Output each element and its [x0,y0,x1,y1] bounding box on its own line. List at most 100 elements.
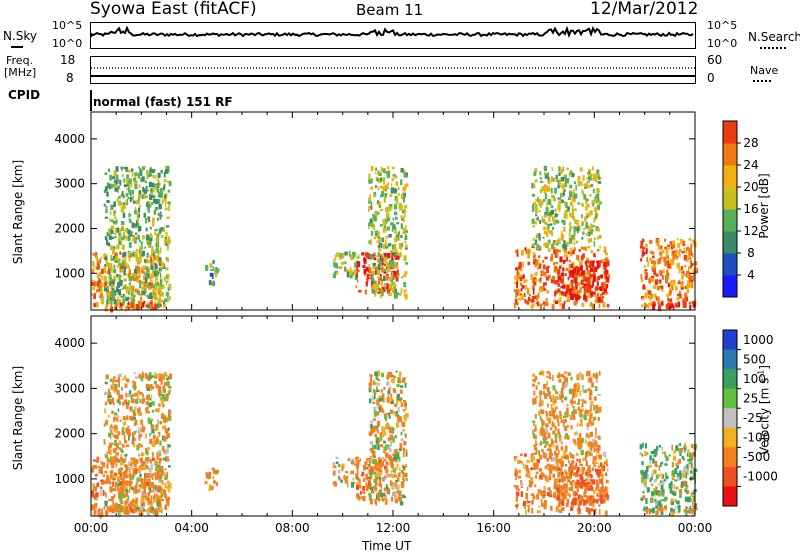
power-echo-cell [569,252,573,257]
velocity-echo-cell [571,484,574,488]
velocity-echo-cell [381,393,385,398]
velocity-echo-cell [554,389,557,392]
velocity-echo-cell [396,463,399,467]
velocity-echo-cell [376,399,380,406]
cpid-text: normal (fast) 151 RF [93,95,233,109]
power-echo-cell [108,274,113,277]
power-echo-cell [163,171,166,178]
power-echo-cell [536,233,540,238]
power-echo-cell [552,219,557,224]
power-echo-cell [682,241,686,245]
velocity-echo-cell [549,395,552,399]
power-echo-cell [521,250,524,256]
power-echo-cell [688,301,691,305]
velocity-echo-cell [161,446,165,452]
velocity-echo-cell [142,452,145,456]
velocity-echo-cell [540,370,544,375]
velocity-echo-cell [538,411,541,416]
velocity-echo-cell [692,489,696,492]
velocity-echo-cell [116,389,120,395]
velocity-echo-cell [674,479,678,482]
power-echo-cell [539,277,542,281]
power-echo-cell [165,275,168,279]
velocity-echo-cell [98,508,101,511]
power-echo-cell [532,251,535,256]
velocity-echo-cell [558,458,562,464]
power-echo-cell [338,255,342,260]
velocity-echo-cell [132,436,135,440]
velocity-echo-cell [146,375,150,381]
power-echo-cell [405,247,408,250]
power-echo-cell [110,255,113,261]
velocity-echo-cell [148,481,152,484]
power-echo-cell [605,257,609,262]
velocity-echo-cell [671,509,676,512]
nsky-tick-bottom: 10^0 [52,37,83,50]
power-echo-cell [673,253,677,258]
velocity-echo-cell [166,486,169,490]
velocity-echo-cell [367,476,370,480]
velocity-echo-cell [370,420,374,423]
velocity-echo-cell [561,507,565,512]
power-echo-cell [119,251,122,255]
velocity-echo-cell [587,507,590,513]
power-echo-cell [393,243,397,249]
power-echo-cell [581,202,584,207]
velocity-echo-cell [385,454,388,458]
power-echo-cell [646,256,648,263]
power-echo-cell [98,271,102,277]
velocity-echo-cell [159,506,162,511]
power-echo-cell [586,180,589,183]
velocity-echo-cell [400,469,404,474]
velocity-echo-cell [523,500,527,506]
power-echo-cell [150,264,154,270]
power-echo-cell [644,269,648,272]
velocity-echo-cell [571,500,574,504]
power-echo-cell [577,181,580,187]
velocity-echo-cell [390,409,394,415]
velocity-echo-cell [679,488,683,494]
power-echo-cell [104,281,108,287]
velocity-ytick-label: 1000 [54,472,85,486]
velocity-echo-cell [587,495,592,500]
power-echo-cell [580,246,584,250]
velocity-echo-cell [653,454,657,457]
power-echo-cell [369,218,372,224]
power-echo-cell [104,264,107,267]
power-echo-cell [595,297,598,303]
velocity-echo-cell [544,387,547,390]
velocity-echo-cell [148,372,152,377]
power-echo-cell [545,211,550,217]
velocity-colorbar-swatch [723,427,737,448]
velocity-echo-cell [392,411,396,415]
power-echo-cell [375,287,378,293]
power-echo-cell [393,203,398,210]
power-echo-cell [120,275,123,278]
power-echo-cell [665,274,669,279]
power-echo-cell [105,291,108,295]
power-echo-cell [573,181,576,185]
power-echo-cell [156,281,159,286]
power-echo-cell [128,232,133,237]
velocity-echo-cell [539,403,543,406]
velocity-echo-cell [114,379,119,383]
power-echo-cell [138,213,140,218]
power-echo-cell [114,216,117,220]
power-echo-cell [561,235,564,242]
velocity-echo-cell [370,423,373,429]
velocity-echo-cell [595,430,597,436]
power-echo-cell [571,208,575,214]
power-echo-cell [159,193,163,199]
velocity-echo-cell [113,455,117,461]
power-echo-cell [111,267,113,273]
power-echo-cell [594,196,598,201]
power-echo-cell [105,303,108,308]
power-echo-cell [592,271,595,274]
power-echo-cell [376,172,380,175]
velocity-echo-cell [168,385,172,389]
power-echo-cell [393,252,396,258]
power-echo-cell [152,250,155,257]
velocity-echo-cell [124,434,126,441]
power-echo-cell [119,299,122,302]
velocity-echo-cell [585,499,588,502]
